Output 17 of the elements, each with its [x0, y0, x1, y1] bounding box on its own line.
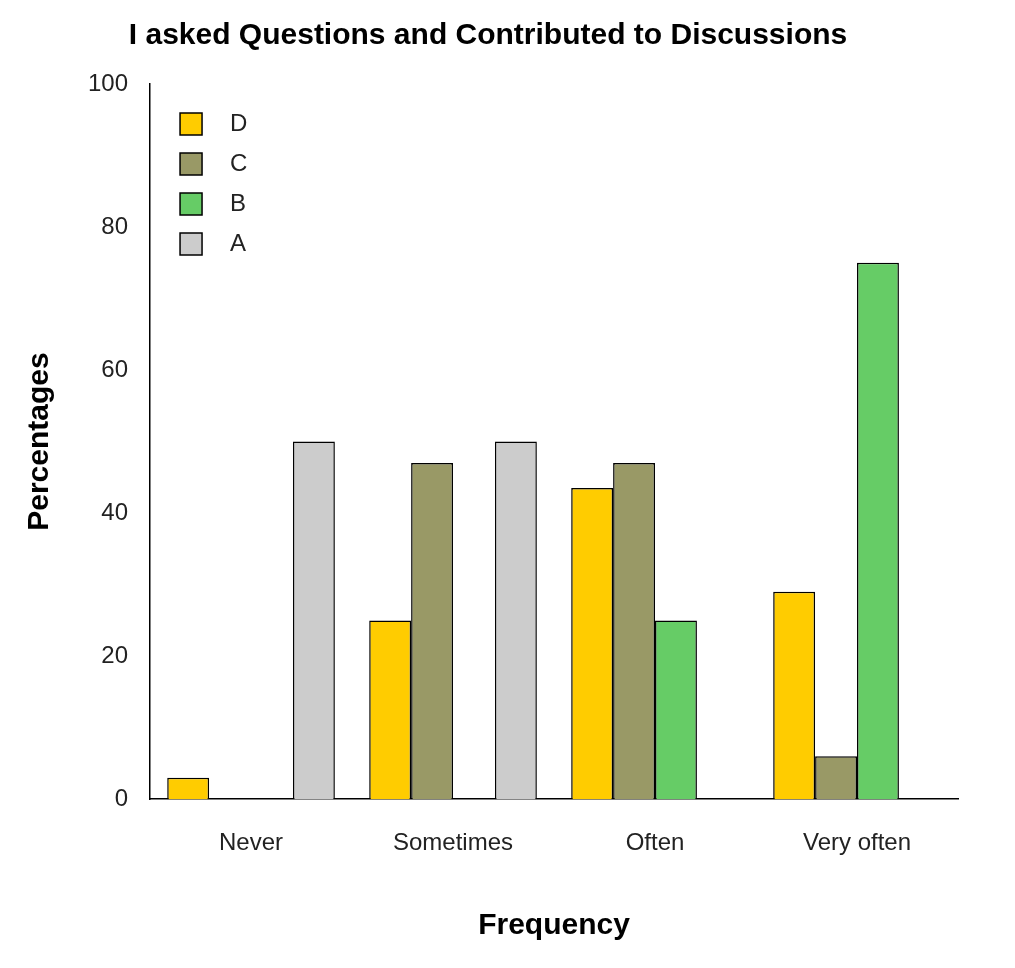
- x-tick-label: Very often: [802, 828, 912, 856]
- legend-label: C: [230, 148, 248, 176]
- x-axis-title: Frequency: [478, 907, 631, 941]
- y-tick-label: 80: [101, 211, 129, 239]
- y-tick-label: 20: [101, 640, 129, 668]
- y-tick-label: 100: [88, 68, 129, 96]
- x-tick-label: Often: [625, 828, 685, 856]
- x-tick-label: Sometimes: [393, 828, 514, 856]
- y-axis-title: Percentages: [21, 352, 55, 531]
- y-tick-label: 60: [101, 354, 129, 382]
- y-tick-label: 40: [101, 497, 129, 525]
- x-tick-label: Never: [219, 828, 284, 856]
- legend-label: B: [230, 188, 247, 216]
- legend-label: D: [230, 108, 248, 136]
- y-tick-label: 0: [114, 783, 129, 811]
- chart-title: I asked Questions and Contributed to Discussions: [128, 17, 848, 51]
- legend-label: A: [230, 228, 247, 256]
